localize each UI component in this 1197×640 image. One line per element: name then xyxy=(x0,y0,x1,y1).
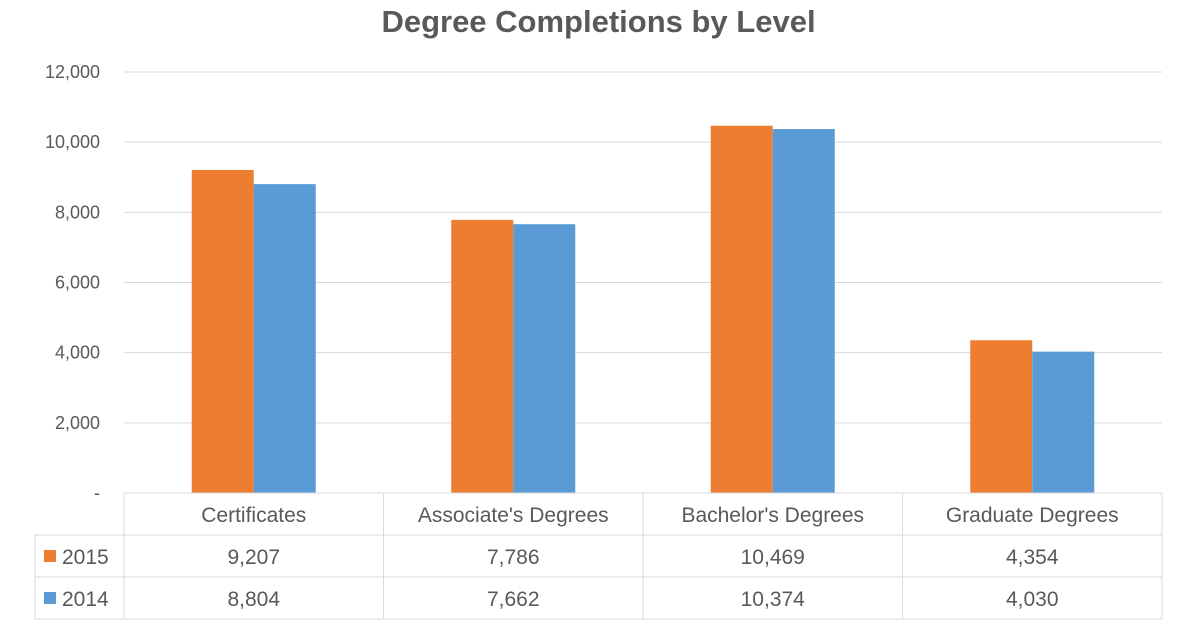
y-tick-label: 12,000 xyxy=(45,62,100,82)
bar-2014-2 xyxy=(772,129,835,493)
data-label: 7,786 xyxy=(487,546,540,569)
y-tick-label: 8,000 xyxy=(55,202,100,222)
y-axis-ticks: - 2,000 4,000 6,000 8,000 10,000 12,000 xyxy=(45,62,100,503)
legend-label: 2014 xyxy=(62,588,109,611)
y-tick-label: 10,000 xyxy=(45,132,100,152)
bar-2015-2 xyxy=(710,125,773,493)
data-label: 10,374 xyxy=(741,588,806,611)
data-label: 9,207 xyxy=(227,546,280,569)
bars xyxy=(191,125,1095,494)
legend-label: 2015 xyxy=(62,546,109,569)
y-tick-label: 6,000 xyxy=(55,273,100,293)
y-tick-label: 4,000 xyxy=(55,343,100,363)
y-tick-label: - xyxy=(94,483,100,503)
bar-2014-1 xyxy=(513,224,576,493)
category-label: Graduate Degrees xyxy=(946,504,1119,527)
chart-title: Degree Completions by Level xyxy=(381,4,816,39)
category-label: Bachelor's Degrees xyxy=(681,504,864,527)
data-label: 10,469 xyxy=(741,546,805,569)
category-label: Associate's Degrees xyxy=(418,504,609,527)
category-label: Certificates xyxy=(201,504,306,527)
bar-2015-0 xyxy=(191,169,254,494)
data-table: Certificates Associate's Degrees Bachelor'… xyxy=(34,492,1163,620)
y-tick-label: 2,000 xyxy=(55,413,100,433)
data-label: 4,354 xyxy=(1006,546,1059,569)
bar-2015-3 xyxy=(970,340,1033,493)
data-label: 8,804 xyxy=(227,588,280,611)
bar-2014-3 xyxy=(1032,351,1095,493)
legend-swatch-2015 xyxy=(44,550,56,562)
bar-2014-0 xyxy=(253,184,316,493)
data-label: 7,662 xyxy=(487,588,540,611)
bar-2015-1 xyxy=(451,219,514,493)
legend-swatch-2014 xyxy=(44,592,56,604)
data-label: 4,030 xyxy=(1006,588,1059,611)
